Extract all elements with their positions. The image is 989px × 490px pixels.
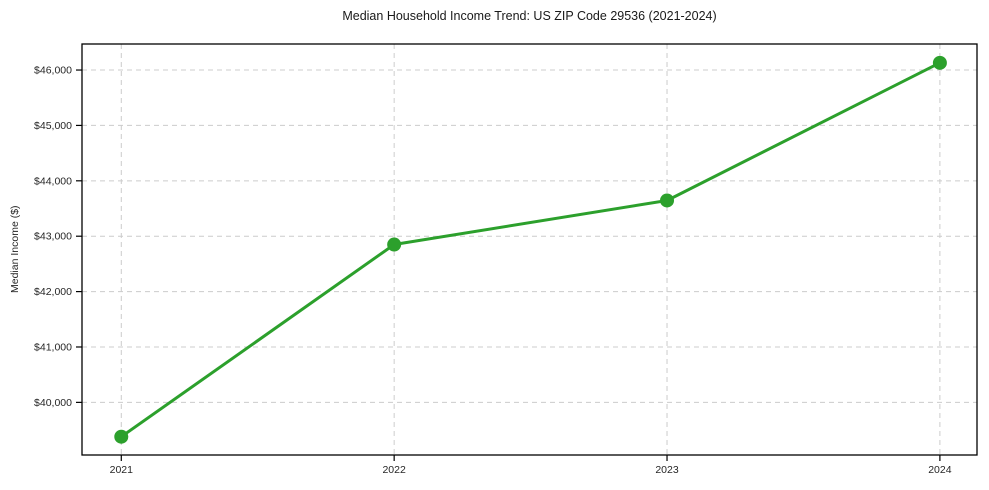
plot-spine-box bbox=[81, 43, 978, 456]
data-point-marker bbox=[114, 429, 129, 444]
x-tick-label: 2023 bbox=[655, 464, 679, 476]
y-tick-label: $43,000 bbox=[34, 231, 72, 243]
x-tick-label: 2022 bbox=[382, 464, 406, 476]
x-tick-label: 2021 bbox=[110, 464, 134, 476]
x-tick-label: 2024 bbox=[928, 464, 952, 476]
y-tick-label: $41,000 bbox=[34, 341, 72, 353]
y-tick-label: $42,000 bbox=[34, 286, 72, 298]
y-tick-label: $40,000 bbox=[34, 397, 72, 409]
chart-title: Median Household Income Trend: US ZIP Co… bbox=[342, 9, 717, 23]
y-tick-label: $44,000 bbox=[34, 175, 72, 187]
y-tick-label: $46,000 bbox=[34, 65, 72, 77]
data-line bbox=[119, 61, 942, 439]
y-tick-label: $45,000 bbox=[34, 120, 72, 132]
data-point-marker bbox=[660, 193, 675, 208]
data-point-marker bbox=[932, 55, 947, 70]
data-point-marker bbox=[387, 237, 402, 252]
